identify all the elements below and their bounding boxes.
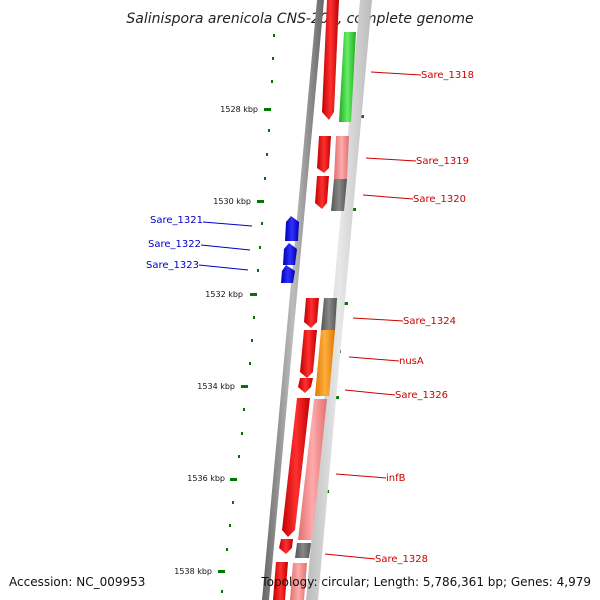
topology-text: Topology: circular; Length: 5,786,361 bp… [260,575,591,589]
cog-track [290,32,356,600]
gene-sare-1320[interactable] [315,176,329,209]
gene-label: Sare_1318 [421,70,474,81]
gene-infb[interactable] [282,398,310,537]
gene-sare-1323[interactable] [281,265,295,283]
gene-label: infB [386,473,406,484]
forward-genes [273,0,339,600]
sequence-backbone [262,0,372,600]
gene-label: Sare_1328 [375,554,428,565]
reverse-genes [281,216,299,283]
gene-label: Sare_1324 [403,316,456,327]
gene-label: Sare_1322 [148,239,201,250]
scale-label: 1534 kbp [197,382,235,391]
map-title: Salinispora arenicola CNS-205, complete … [126,11,473,27]
scale-label: 1532 kbp [205,290,243,299]
gene-sare-1318[interactable] [322,0,339,120]
gene-sare-1324[interactable] [304,298,319,328]
gene-label: Sare_1320 [413,194,466,205]
gene-sare-1328[interactable] [279,539,293,554]
reverse-leader-lines [198,221,253,271]
scale-label: 1538 kbp [174,567,212,576]
gene-sare-1326[interactable] [298,378,313,393]
gene-partial[interactable] [273,562,288,600]
gene-sare-1319[interactable] [317,136,331,173]
gene-sare-1322[interactable] [283,243,297,265]
gene-label: Sare_1321 [150,215,203,226]
gene-label: nusA [399,356,424,367]
scale-label: 1536 kbp [187,474,225,483]
forward-leader-lines [324,71,422,560]
accession-text: Accession: NC_009953 [9,575,145,589]
gene-nusa[interactable] [300,330,317,378]
scale-tick-track [218,34,275,593]
scale-label: 1528 kbp [220,105,258,114]
gene-label: Sare_1319 [416,156,469,167]
gene-sare-1321[interactable] [285,216,299,241]
gene-label: Sare_1323 [146,260,199,271]
scale-label: 1530 kbp [213,197,251,206]
gene-label: Sare_1326 [395,390,448,401]
